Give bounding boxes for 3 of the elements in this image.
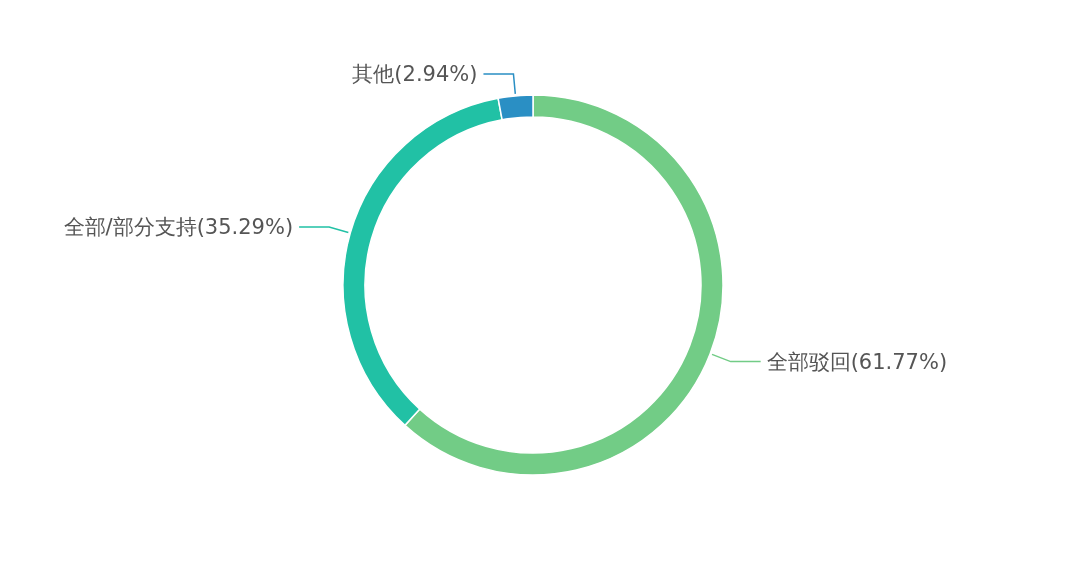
- slice-label: 全部/部分支持(35.29%): [63, 215, 294, 240]
- legend-label: 全部驳回(61.77%): [766, 349, 948, 374]
- slice-label: 其他(2.94%): [352, 62, 478, 87]
